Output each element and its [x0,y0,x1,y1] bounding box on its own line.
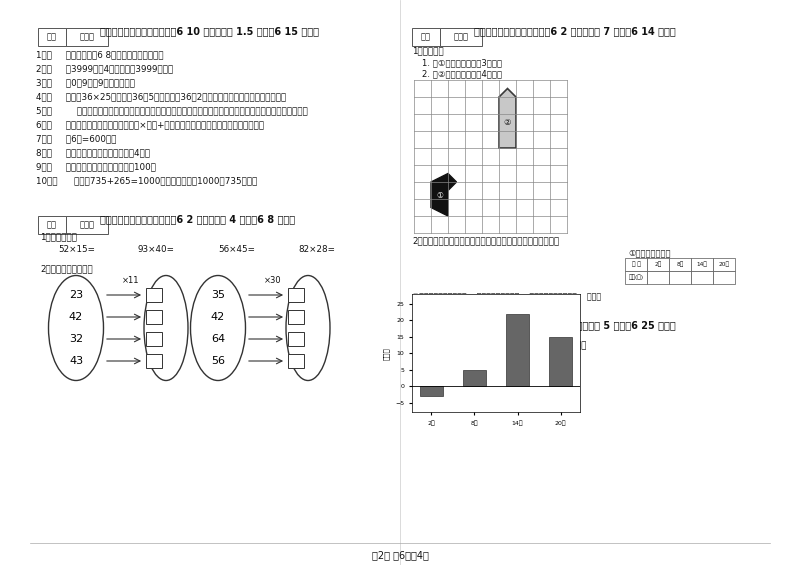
Text: ①: ① [436,191,443,200]
Polygon shape [431,173,457,216]
Bar [506,314,530,386]
Text: 气温(度): 气温(度) [629,275,643,280]
FancyBboxPatch shape [691,271,713,284]
Ellipse shape [286,276,330,380]
FancyBboxPatch shape [146,354,162,368]
Text: 六、活用知识，解决问题（兲6 5 小题，每题 5 分，兲6 25 分）。: 六、活用知识，解决问题（兲6 5 小题，每题 5 分，兲6 25 分）。 [474,320,676,330]
Ellipse shape [144,276,188,380]
FancyBboxPatch shape [440,322,482,340]
Text: ×30: ×30 [264,276,282,285]
FancyBboxPatch shape [412,322,440,340]
Text: 评卷人: 评卷人 [454,327,469,336]
Text: 56×45=: 56×45= [218,245,255,254]
FancyBboxPatch shape [691,258,713,271]
FancyBboxPatch shape [440,28,482,46]
Text: 1、学校食堂买大籈8袋，每袋大籈54千克，学校食堂买大籈多少千克？: 1、学校食堂买大籈8袋，每袋大籈54千克，学校食堂买大籈多少千克？ [412,340,586,349]
FancyBboxPatch shape [38,216,66,234]
Text: 得分: 得分 [47,220,57,229]
Text: 10．（      ）根据735+265=1000，可以直接写兴1000－735的差。: 10．（ ）根据735+265=1000，可以直接写兴1000－735的差。 [36,176,258,185]
Text: ①根据统计图填表: ①根据统计图填表 [629,248,671,257]
Text: 五、认真思考，综合能力（兲6 2 小题，每题 7 分，兲6 14 分）。: 五、认真思考，综合能力（兲6 2 小题，每题 7 分，兲6 14 分）。 [474,26,676,36]
FancyBboxPatch shape [146,288,162,302]
Text: 2、下面是气温自测仪上记录的某天四个不同时间的气温情况：: 2、下面是气温自测仪上记录的某天四个不同时间的气温情况： [412,236,559,245]
FancyBboxPatch shape [625,271,647,284]
Text: 42: 42 [211,312,225,322]
Text: 2．（     ）3999克与4千克相比，3999克重。: 2．（ ）3999克与4千克相比，3999克重。 [36,64,174,73]
Bar [462,370,486,386]
Text: 93×40=: 93×40= [138,245,175,254]
Text: ②这一天的最高气温是（    ）度，最低气温是（    ）度，平均气温大约（    ）度。: ②这一天的最高气温是（ ）度，最低气温是（ ）度，平均气温大约（ ）度。 [412,292,601,301]
Y-axis label: （度）: （度） [383,347,390,359]
Text: 三、仔细推敲，正确判断（兲6 10 小题，每题 1.5 分，兲6 15 分）。: 三、仔细推敲，正确判断（兲6 10 小题，每题 1.5 分，兲6 15 分）。 [100,26,319,36]
FancyBboxPatch shape [647,271,669,284]
FancyBboxPatch shape [146,310,162,324]
Text: 1、整式计算。: 1、整式计算。 [40,232,77,241]
Text: 35: 35 [211,290,225,300]
Text: 3．（     ）0，9里有9个十分之一。: 3．（ ）0，9里有9个十分之一。 [36,78,135,87]
FancyBboxPatch shape [669,258,691,271]
Text: 2时: 2时 [654,262,662,267]
Text: 2. 把②号图形向左移动4个格。: 2. 把②号图形向左移动4个格。 [422,69,502,78]
Text: 时 间: 时 间 [631,262,641,267]
Text: 四、看清题目，细心计算（兲6 2 小题，每题 4 分，兲6 8 分）。: 四、看清题目，细心计算（兲6 2 小题，每题 4 分，兲6 8 分）。 [100,214,295,224]
Text: 5．（         ）用同一条鐵丝先围成一个最大的正方形，再围成一个最大的长方形，长方形和正方形的周长相等。: 5．（ ）用同一条鐵丝先围成一个最大的正方形，再围成一个最大的长方形，长方形和正… [36,106,308,115]
Text: 评卷人: 评卷人 [79,33,94,41]
Ellipse shape [190,276,246,380]
Text: 56: 56 [211,356,225,366]
Text: 52×15=: 52×15= [58,245,95,254]
Text: 7．（     ）6分=600秒。: 7．（ ）6分=600秒。 [36,134,117,143]
FancyBboxPatch shape [669,271,691,284]
Polygon shape [499,89,516,148]
FancyBboxPatch shape [288,354,304,368]
Text: ②: ② [504,118,511,127]
FancyBboxPatch shape [647,258,669,271]
Ellipse shape [49,276,103,380]
Text: 4．（     ）计算36×25时，先把36和5相乘，再把36和2相乘，最后把两次乘积的结果相加。: 4．（ ）计算36×25时，先把36和5相乘，再把36和2相乘，最后把两次乘积的… [36,92,286,101]
Text: 64: 64 [211,334,225,344]
Text: 23: 23 [69,290,83,300]
FancyBboxPatch shape [288,310,304,324]
Text: 1、画一画。: 1、画一画。 [412,46,444,55]
FancyBboxPatch shape [288,332,304,346]
Text: ③实际算一算，这天的平均气温是多少度？: ③实际算一算，这天的平均气温是多少度？ [412,305,505,314]
Text: 43: 43 [69,356,83,366]
Bar [549,337,572,386]
FancyBboxPatch shape [412,28,440,46]
Text: 82×28=: 82×28= [298,245,335,254]
Text: 6．（     ）有余数除法的验算方法是「商×除数+余数」，看得到的结果是否与被除数相等。: 6．（ ）有余数除法的验算方法是「商×除数+余数」，看得到的结果是否与被除数相等… [36,120,264,129]
Text: ×11: ×11 [122,276,140,285]
Text: 8．（     ）正方形的周长是它的边长的4倍。: 8．（ ）正方形的周长是它的边长的4倍。 [36,148,150,157]
Text: 2、算一算，填一填。: 2、算一算，填一填。 [40,264,93,273]
FancyBboxPatch shape [288,288,304,302]
Text: 1．（     ）一个两位兲6 8，积一定也是两为数。: 1．（ ）一个两位兲6 8，积一定也是两为数。 [36,50,164,59]
Text: 评卷人: 评卷人 [79,220,94,229]
Text: 2、在一块长方形的花坦四周，铺上兲1m的小路。: 2、在一块长方形的花坦四周，铺上兲1m的小路。 [412,380,536,389]
Text: 42: 42 [69,312,83,322]
FancyBboxPatch shape [713,258,735,271]
Text: 20时: 20时 [718,262,730,267]
FancyBboxPatch shape [66,216,108,234]
Text: 9．（     ）两个面积单位之间的进率是100。: 9．（ ）两个面积单位之间的进率是100。 [36,162,156,171]
Text: 得分: 得分 [47,33,57,41]
Text: 32: 32 [69,334,83,344]
Text: 1. 把①号图形向右平移3个格。: 1. 把①号图形向右平移3个格。 [422,58,502,67]
FancyBboxPatch shape [713,271,735,284]
FancyBboxPatch shape [38,28,66,46]
Bar [420,386,443,396]
Text: 第2页 兲6页共4页: 第2页 兲6页共4页 [371,550,429,560]
FancyBboxPatch shape [625,258,647,271]
Text: 14时: 14时 [697,262,707,267]
Text: 得分: 得分 [421,33,431,41]
FancyBboxPatch shape [146,332,162,346]
Text: 得分: 得分 [421,327,431,336]
Text: 评卷人: 评卷人 [454,33,469,41]
Text: 8时: 8时 [676,262,684,267]
Text: 答：学校食堂买大籈___千克。: 答：学校食堂买大籈___千克。 [412,366,488,375]
FancyBboxPatch shape [66,28,108,46]
